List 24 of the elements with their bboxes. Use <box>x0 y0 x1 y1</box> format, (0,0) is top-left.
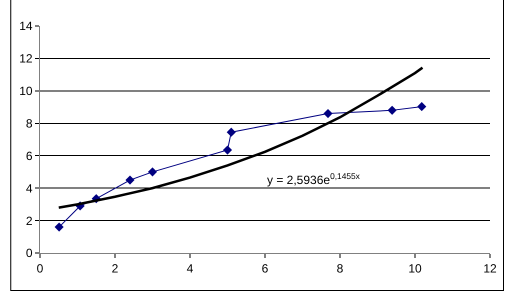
y-tick-label: 0 <box>26 246 33 260</box>
y-tick-label: 10 <box>19 84 33 98</box>
x-tick-label: 12 <box>483 261 497 276</box>
point <box>323 109 333 118</box>
point <box>222 145 232 155</box>
point <box>388 106 397 115</box>
y-tick-label: 4 <box>26 181 33 196</box>
x-tick-label: 4 <box>186 261 194 276</box>
point <box>54 222 64 232</box>
point <box>148 167 158 176</box>
y-tick-label: 14 <box>19 19 33 34</box>
y-tick-label: 8 <box>26 116 33 130</box>
y-tick-label: 12 <box>19 52 33 66</box>
y-tick-label: 6 <box>26 148 33 163</box>
x-tick-label: 8 <box>336 261 344 276</box>
annotation: y = 2,5936e$^{0,1455x}$ <box>267 171 361 188</box>
point <box>125 175 135 185</box>
y-tick-label: 2 <box>26 214 33 228</box>
point <box>417 102 426 112</box>
point <box>226 128 236 137</box>
x-tick-label: 6 <box>262 261 269 276</box>
x-tick-label: 10 <box>408 261 422 276</box>
x-tick-label: 0 <box>36 261 44 276</box>
x-tick-label: 2 <box>112 261 119 276</box>
